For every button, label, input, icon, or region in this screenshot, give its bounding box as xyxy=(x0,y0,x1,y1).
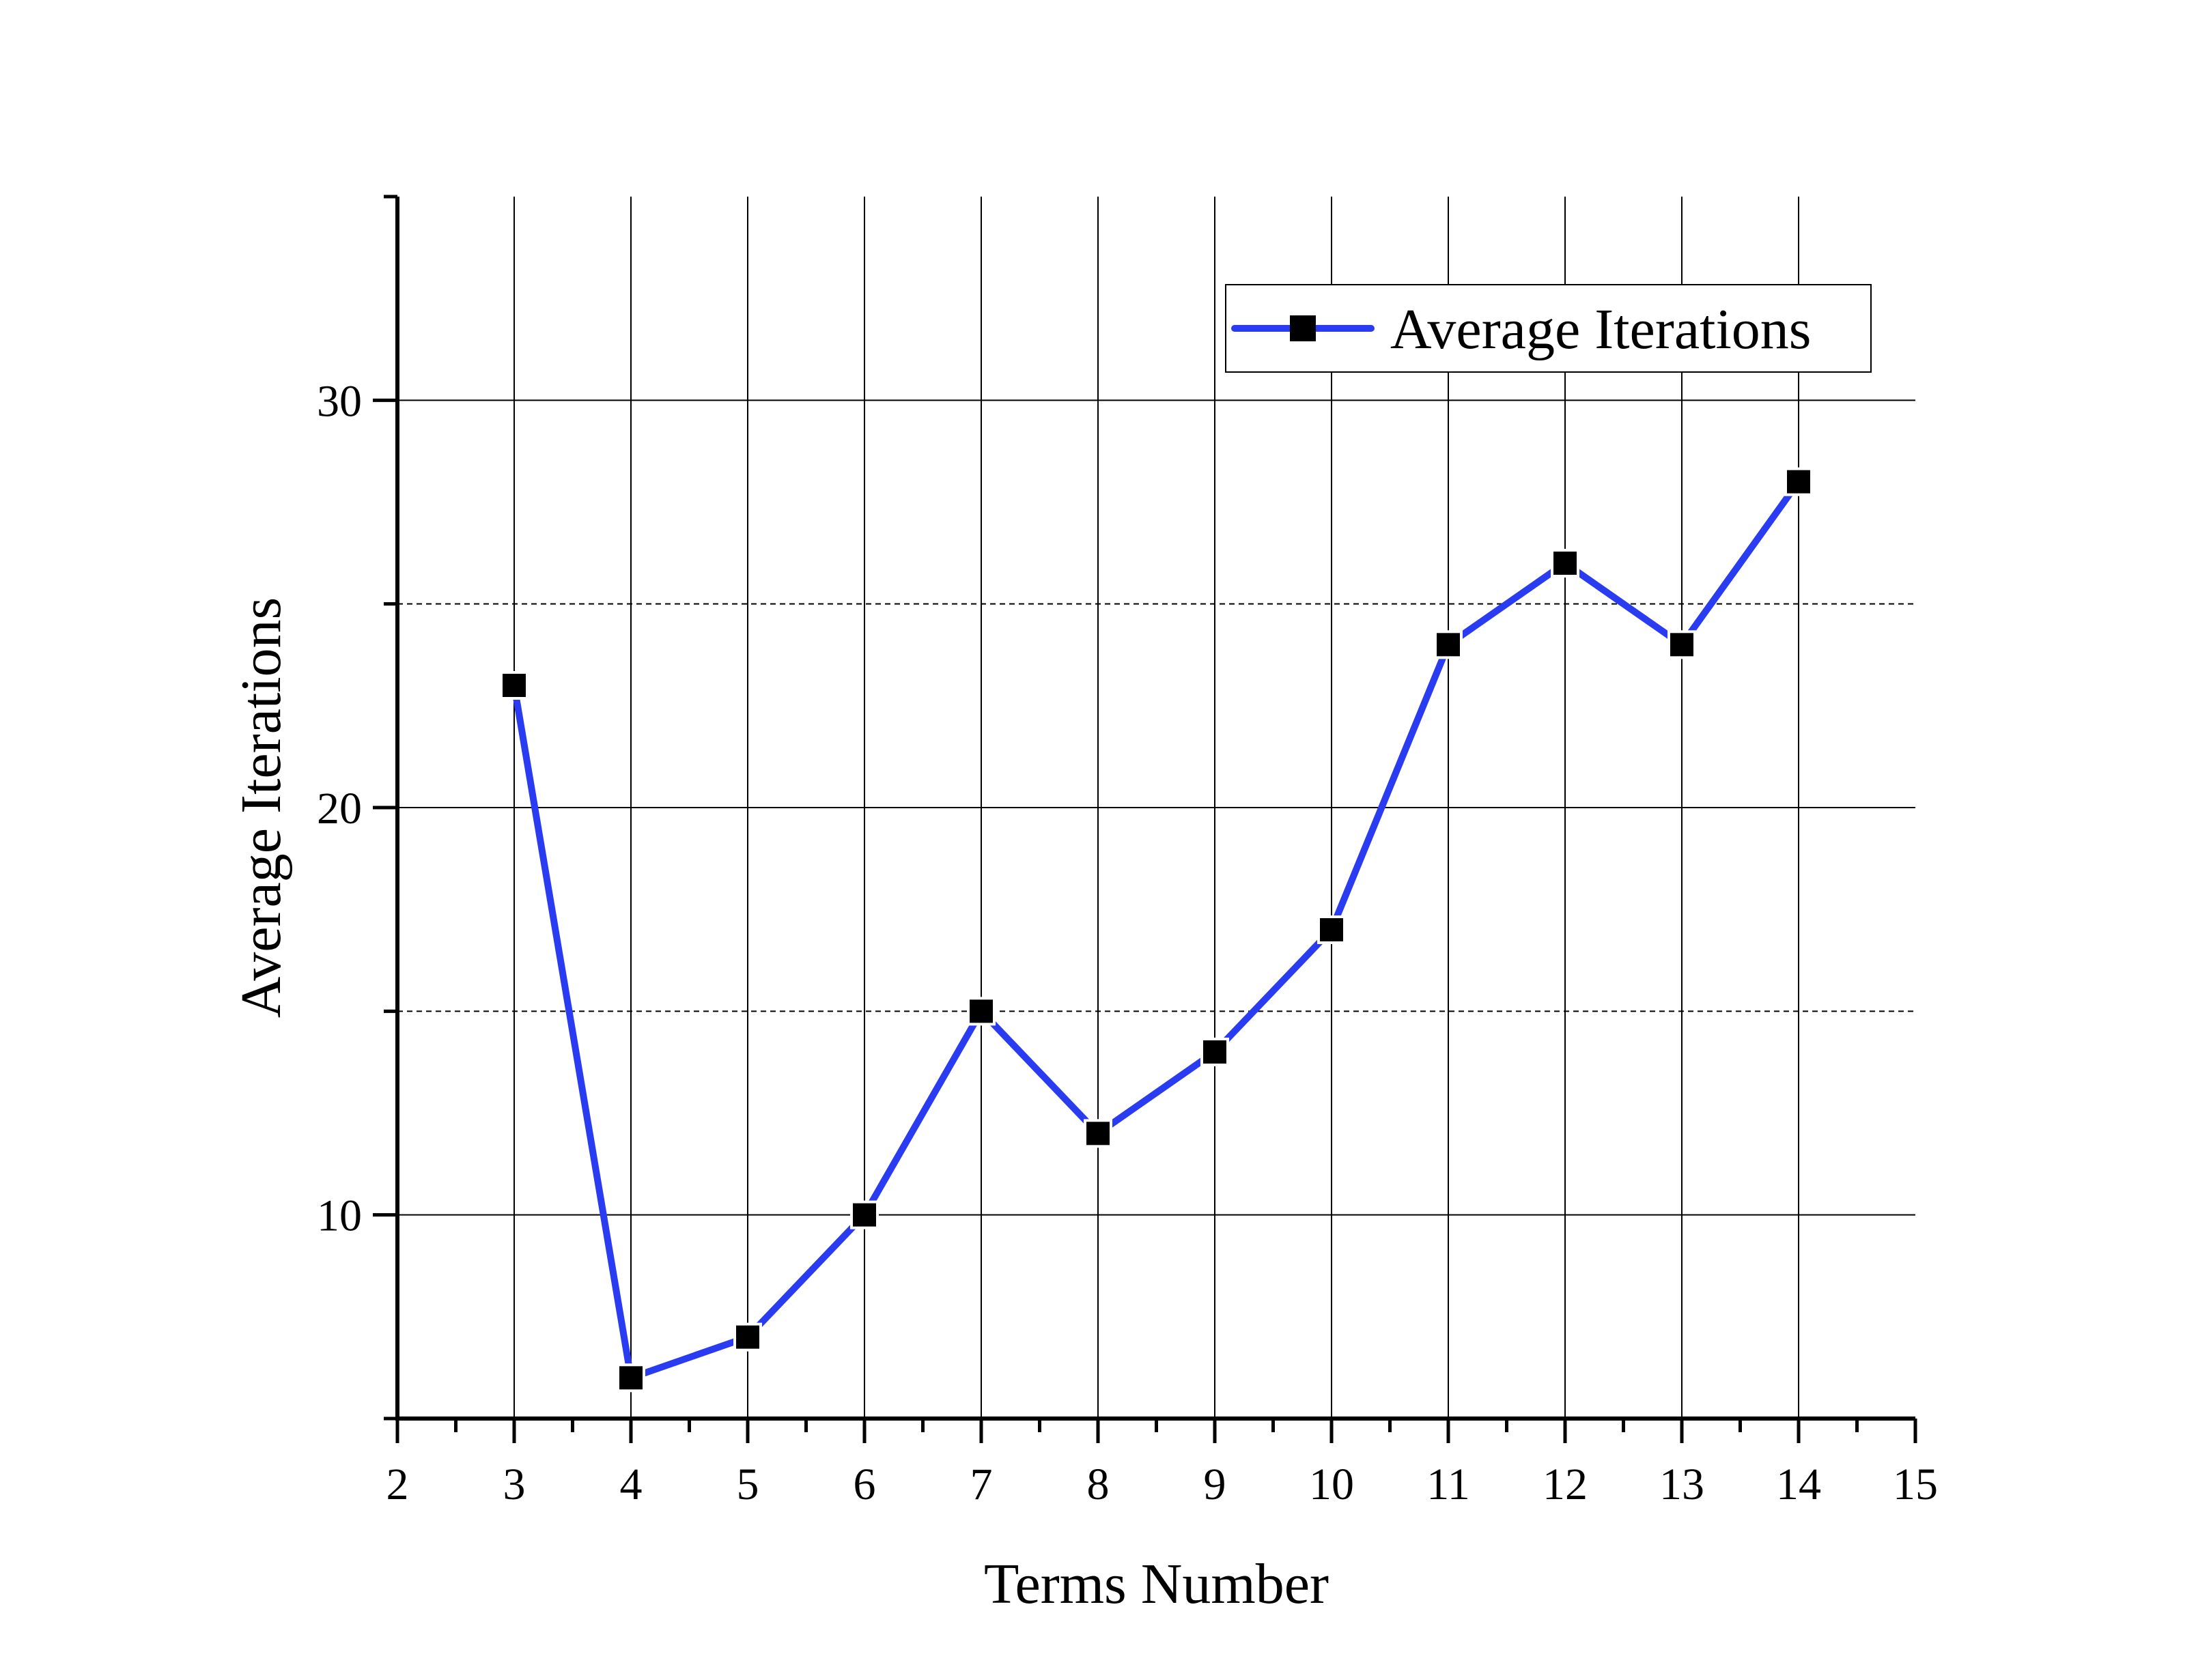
series-line xyxy=(511,478,1802,1382)
x-tick-label: 4 xyxy=(620,1460,643,1509)
x-axis-title: Terms Number xyxy=(984,1552,1329,1616)
data-point-marker xyxy=(1434,630,1463,659)
x-tick-label: 3 xyxy=(503,1460,526,1509)
grid-lines xyxy=(397,197,1915,1419)
data-point-marker xyxy=(1084,1119,1112,1148)
x-tick-label: 14 xyxy=(1776,1460,1821,1509)
data-point-marker xyxy=(1784,467,1813,496)
legend-label: Average Iterations xyxy=(1390,298,1811,361)
y-tick-label: 20 xyxy=(317,784,362,834)
y-tick-label: 30 xyxy=(317,376,362,426)
tick-labels: 2 3 4 5 6 7 8 9 10 11 12 13 14 15 10 20 30 xyxy=(317,376,1938,1509)
legend: Average Iterations xyxy=(1225,284,1872,373)
data-point-marker xyxy=(733,1322,762,1352)
data-point-marker xyxy=(1200,1038,1229,1066)
x-tick-label: 8 xyxy=(1087,1460,1110,1509)
x-tick-label: 5 xyxy=(737,1460,759,1509)
x-tick-label: 6 xyxy=(854,1460,876,1509)
data-point-marker xyxy=(967,997,996,1026)
data-point-marker xyxy=(1667,630,1696,659)
x-tick-label: 9 xyxy=(1204,1460,1226,1509)
data-point-marker xyxy=(500,671,529,700)
x-tick-label: 2 xyxy=(386,1460,409,1509)
x-tick-label: 10 xyxy=(1309,1460,1354,1509)
data-point-marker xyxy=(617,1363,645,1393)
data-point-marker xyxy=(1551,549,1579,578)
x-tick-label: 15 xyxy=(1893,1460,1938,1509)
series-layer xyxy=(500,467,1813,1393)
y-tick-label: 10 xyxy=(317,1191,362,1241)
y-axis-title: Average Iterations xyxy=(229,597,293,1018)
axes xyxy=(373,195,1917,1443)
x-tick-label: 13 xyxy=(1659,1460,1704,1509)
x-tick-label: 11 xyxy=(1426,1460,1470,1509)
legend-marker xyxy=(1290,315,1316,341)
data-point-marker xyxy=(1317,915,1346,944)
x-tick-label: 7 xyxy=(970,1460,993,1509)
data-point-marker xyxy=(850,1200,879,1229)
x-tick-label: 12 xyxy=(1543,1460,1588,1509)
